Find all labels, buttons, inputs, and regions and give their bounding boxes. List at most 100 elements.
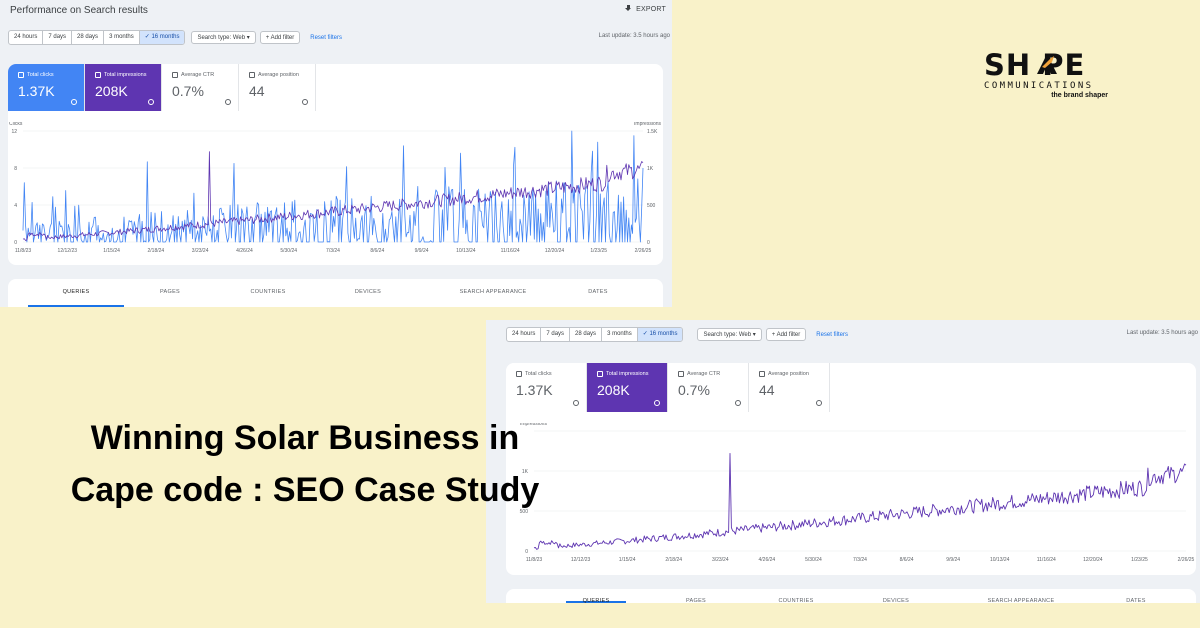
range-24-hours[interactable]: 24 hours bbox=[507, 328, 542, 341]
x-tick-label: 2/26/25 bbox=[635, 248, 652, 254]
tab-search-appearance[interactable]: SEARCH APPEARANCE bbox=[459, 289, 527, 295]
metric-total-impressions[interactable]: Total impressions 208K bbox=[587, 363, 668, 412]
help-icon[interactable] bbox=[148, 99, 154, 105]
checkbox-icon[interactable] bbox=[678, 371, 684, 377]
x-tick-label: 10/13/24 bbox=[456, 248, 476, 254]
metric-label: Average CTR bbox=[687, 371, 721, 377]
tab-countries[interactable]: COUNTRIES bbox=[250, 289, 286, 295]
range-28-days[interactable]: 28 days bbox=[72, 31, 105, 44]
tab-pages[interactable]: PAGES bbox=[685, 598, 707, 603]
y2-tick-label: 500 bbox=[647, 203, 656, 209]
metric-average-ctr[interactable]: Average CTR 0.7% bbox=[162, 64, 239, 111]
checkbox-icon[interactable] bbox=[172, 72, 178, 78]
metric-label: Average CTR bbox=[181, 72, 215, 78]
metric-value: 44 bbox=[249, 83, 265, 99]
x-tick-label: 1/23/25 bbox=[1131, 557, 1148, 563]
x-tick-label: 5/30/24 bbox=[805, 557, 822, 563]
tab-search-appearance[interactable]: SEARCH APPEARANCE bbox=[987, 598, 1055, 603]
last-update-text: Last update: 3.5 hours ago bbox=[598, 33, 670, 39]
y-tick-label: 1K bbox=[522, 469, 529, 475]
tab-queries[interactable]: QUERIES bbox=[28, 279, 124, 307]
impressions-chart: Impressions 1K 500 0 11/8/23 12/12/23 1/15/24 2… bbox=[520, 423, 1195, 563]
tab-devices[interactable]: DEVICES bbox=[354, 289, 382, 295]
filter-toolbar: 24 hours 7 days 28 days 3 months ✓ 16 mo… bbox=[506, 327, 848, 342]
x-tick-label: 3/23/24 bbox=[192, 248, 209, 254]
help-icon[interactable] bbox=[225, 99, 231, 105]
tab-queries[interactable]: QUERIES bbox=[566, 589, 626, 603]
x-tick-label: 5/30/24 bbox=[280, 248, 297, 254]
tab-devices[interactable]: DEVICES bbox=[882, 598, 910, 603]
x-tick-label: 8/6/24 bbox=[370, 248, 384, 254]
metric-label: Total impressions bbox=[606, 371, 649, 377]
y-tick-label: 12 bbox=[11, 129, 17, 135]
export-label: EXPORT bbox=[636, 5, 666, 13]
x-tick-label: 2/26/25 bbox=[1178, 557, 1195, 563]
impressions-series-line bbox=[22, 151, 644, 241]
range-3-months[interactable]: 3 months bbox=[602, 328, 638, 341]
x-tick-label: 4/26/24 bbox=[236, 248, 253, 254]
download-icon bbox=[625, 5, 632, 13]
range-7-days[interactable]: 7 days bbox=[43, 31, 73, 44]
tab-countries[interactable]: COUNTRIES bbox=[778, 598, 814, 603]
reset-filters-link[interactable]: Reset filters bbox=[310, 34, 342, 41]
logo-wordmark: SH PE bbox=[984, 50, 1108, 80]
checkbox-icon[interactable] bbox=[597, 371, 603, 377]
help-icon[interactable] bbox=[654, 400, 660, 406]
reset-filters-link[interactable]: Reset filters bbox=[816, 331, 848, 338]
metric-average-position[interactable]: Average position 44 bbox=[749, 363, 830, 412]
search-type-dropdown[interactable]: Search type: Web ▾ bbox=[697, 328, 762, 341]
logo-subtitle: COMMUNICATIONS bbox=[984, 81, 1094, 91]
metric-total-clicks[interactable]: Total clicks 1.37K bbox=[506, 363, 587, 412]
metric-value: 1.37K bbox=[516, 382, 553, 398]
checkbox-icon[interactable] bbox=[18, 72, 24, 78]
range-28-days[interactable]: 28 days bbox=[570, 328, 603, 341]
checkbox-icon[interactable] bbox=[249, 72, 255, 78]
tab-dates[interactable]: DATES bbox=[1126, 598, 1146, 603]
y-tick-label: 500 bbox=[520, 509, 529, 515]
export-button[interactable]: EXPORT bbox=[625, 5, 666, 13]
y-tick-label: 0 bbox=[525, 549, 528, 555]
help-icon[interactable] bbox=[816, 400, 822, 406]
y-tick-label: 8 bbox=[14, 166, 17, 172]
date-range-group: 24 hours 7 days 28 days 3 months ✓ 16 mo… bbox=[506, 327, 684, 342]
x-tick-label: 11/16/24 bbox=[1037, 557, 1056, 563]
help-icon[interactable] bbox=[735, 400, 741, 406]
range-7-days[interactable]: 7 days bbox=[541, 328, 571, 341]
range-24-hours[interactable]: 24 hours bbox=[9, 31, 44, 44]
tab-pages[interactable]: PAGES bbox=[159, 289, 181, 295]
add-filter-button[interactable]: + Add filter bbox=[259, 31, 301, 44]
metric-total-clicks[interactable]: Total clicks 1.37K bbox=[8, 64, 85, 111]
checkbox-icon[interactable] bbox=[759, 371, 765, 377]
range-16-months[interactable]: ✓ 16 months bbox=[139, 31, 185, 44]
report-tabs: QUERIES PAGES COUNTRIES DEVICES SEARCH A… bbox=[506, 589, 1196, 603]
x-tick-label: 12/20/24 bbox=[1083, 557, 1103, 563]
help-icon[interactable] bbox=[302, 99, 308, 105]
x-tick-label: 3/23/24 bbox=[712, 557, 729, 563]
clicks-series-line bbox=[22, 130, 644, 243]
range-3-months[interactable]: 3 months bbox=[104, 31, 140, 44]
metric-average-ctr[interactable]: Average CTR 0.7% bbox=[668, 363, 749, 412]
range-16-months[interactable]: ✓ 16 months bbox=[637, 328, 683, 341]
gsc-screenshot-top: Performance on Search results EXPORT 24 … bbox=[0, 0, 672, 307]
metric-tiles: Total clicks 1.37K Total impressions 208… bbox=[506, 363, 830, 412]
x-tick-label: 12/12/23 bbox=[58, 248, 78, 254]
x-tick-label: 11/8/23 bbox=[526, 557, 543, 563]
x-tick-label: 9/9/24 bbox=[415, 248, 429, 254]
x-tick-label: 11/16/24 bbox=[501, 248, 520, 254]
help-icon[interactable] bbox=[71, 99, 77, 105]
x-tick-label: 10/13/24 bbox=[990, 557, 1010, 563]
search-type-dropdown[interactable]: Search type: Web ▾ bbox=[191, 31, 256, 44]
metric-total-impressions[interactable]: Total impressions 208K bbox=[85, 64, 162, 111]
tab-dates[interactable]: DATES bbox=[588, 289, 608, 295]
metric-value: 1.37K bbox=[18, 83, 55, 99]
x-tick-label: 2/18/24 bbox=[148, 248, 165, 254]
checkbox-icon[interactable] bbox=[95, 72, 101, 78]
add-filter-button[interactable]: + Add filter bbox=[765, 328, 807, 341]
metric-value: 208K bbox=[95, 83, 128, 99]
last-update-text: Last update: 3.5 hours ago bbox=[1126, 330, 1198, 336]
performance-chart: Clicks Impressions 12 8 4 0 1.5K 1K 500 0 11/8/23 1… bbox=[9, 122, 662, 254]
left-axis-label: Impressions bbox=[520, 423, 547, 427]
checkbox-icon[interactable] bbox=[516, 371, 522, 377]
help-icon[interactable] bbox=[573, 400, 579, 406]
metric-average-position[interactable]: Average position 44 bbox=[239, 64, 316, 111]
